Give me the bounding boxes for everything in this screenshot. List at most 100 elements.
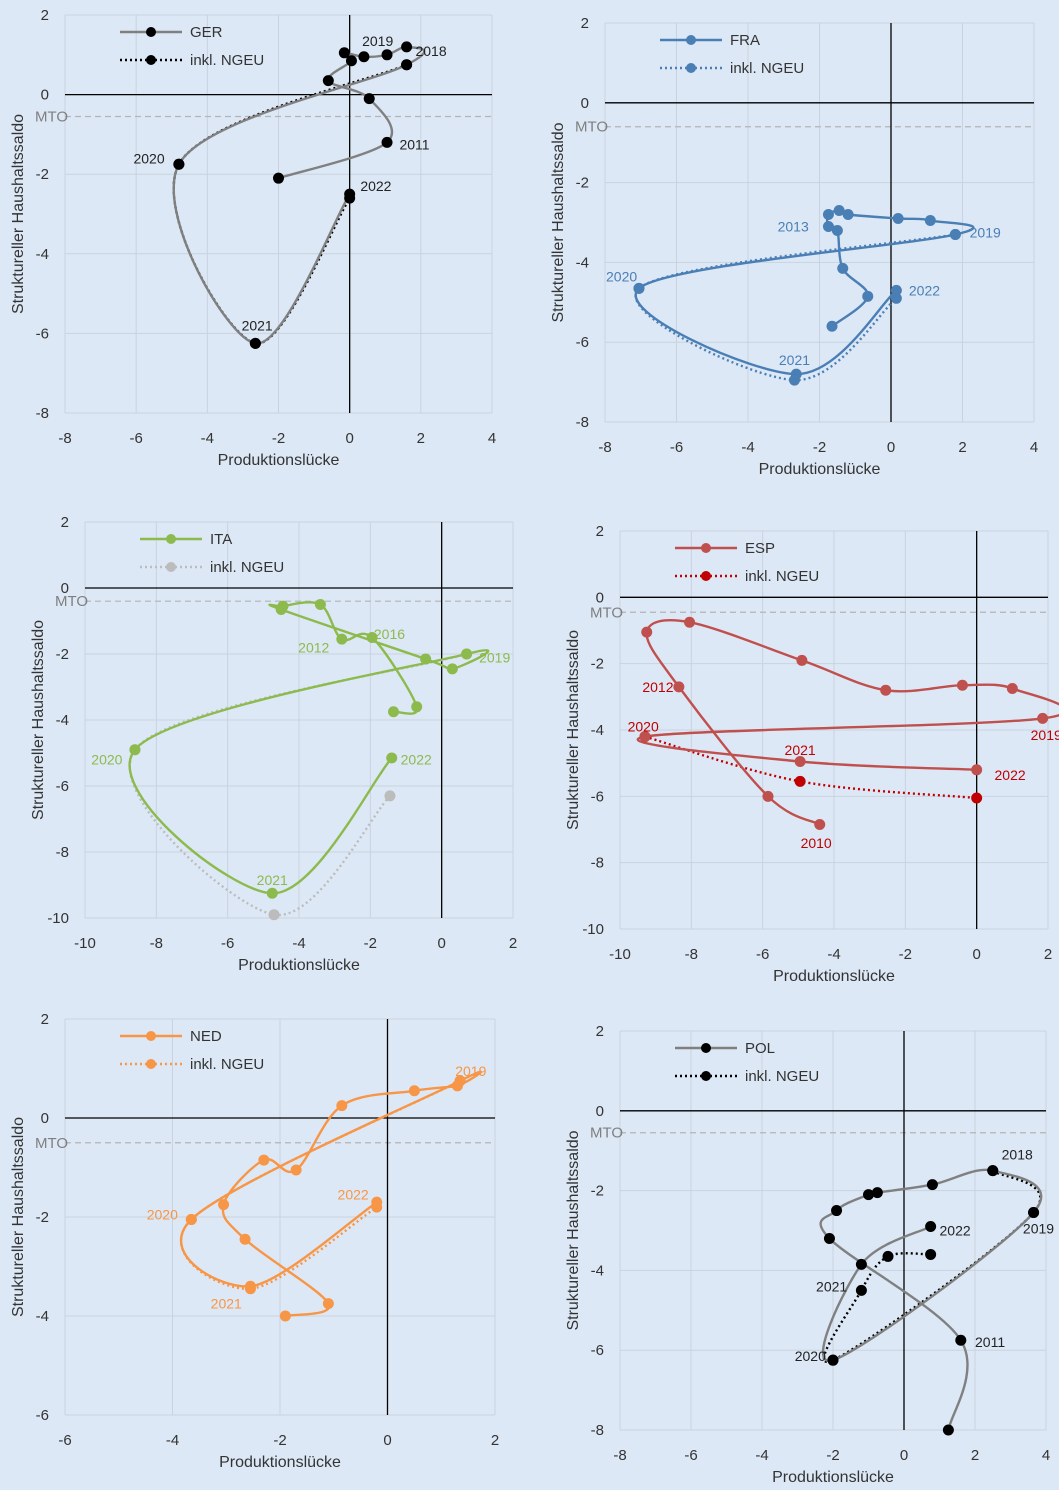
x-tick-label: -8 bbox=[598, 439, 611, 456]
x-tick-label: -6 bbox=[58, 1432, 71, 1449]
legend-marker-main bbox=[701, 543, 711, 553]
data-point-main bbox=[273, 172, 284, 184]
year-label: 2011 bbox=[975, 1334, 1005, 1350]
x-tick-label: -10 bbox=[609, 946, 631, 963]
data-point-main bbox=[684, 616, 696, 628]
data-point-main bbox=[826, 320, 838, 332]
data-point-main bbox=[363, 93, 375, 105]
year-label: 2018 bbox=[1002, 1147, 1033, 1163]
x-tick-label: -4 bbox=[741, 439, 754, 456]
data-point-main bbox=[955, 1334, 967, 1346]
data-point-main bbox=[822, 209, 834, 221]
x-tick-label: -8 bbox=[613, 1447, 626, 1464]
data-point-main bbox=[925, 1221, 937, 1233]
year-label: 2022 bbox=[401, 752, 432, 768]
y-tick-label: -2 bbox=[56, 646, 69, 663]
x-tick-label: -2 bbox=[813, 439, 826, 456]
x-tick-label: -8 bbox=[58, 430, 71, 447]
year-label: 2012 bbox=[298, 639, 329, 655]
data-point-main bbox=[794, 756, 806, 768]
data-point-ngeu bbox=[890, 292, 902, 304]
y-tick-label: 0 bbox=[41, 87, 49, 104]
x-tick-label: 4 bbox=[1030, 439, 1038, 456]
series-line-ngeu bbox=[172, 63, 408, 345]
data-point-ngeu bbox=[384, 790, 396, 802]
legend-marker-main bbox=[686, 35, 696, 45]
data-point-main bbox=[358, 51, 370, 63]
y-tick-label: 0 bbox=[41, 1110, 49, 1127]
year-label: 2020 bbox=[606, 268, 637, 284]
data-point-main bbox=[831, 224, 843, 236]
data-point-main bbox=[837, 262, 849, 274]
data-point-main bbox=[822, 220, 834, 232]
year-label: 2011 bbox=[399, 136, 429, 152]
year-label: 2020 bbox=[628, 719, 659, 735]
year-label: 2022 bbox=[338, 1187, 369, 1203]
data-point-ngeu bbox=[925, 1248, 937, 1260]
data-point-main bbox=[275, 603, 287, 615]
data-point-main bbox=[987, 1165, 999, 1177]
data-point-main bbox=[314, 599, 326, 610]
y-tick-label: -4 bbox=[36, 246, 49, 263]
y-tick-label: -8 bbox=[56, 844, 69, 861]
y-tick-label: -8 bbox=[591, 855, 604, 872]
data-point-main bbox=[814, 819, 826, 831]
year-label: 2021 bbox=[785, 742, 816, 758]
y-tick-label: -2 bbox=[36, 1209, 49, 1226]
y-tick-label: 2 bbox=[581, 15, 589, 32]
mto-label: MTO bbox=[35, 1135, 68, 1152]
data-point-main bbox=[249, 337, 261, 349]
y-tick-label: 2 bbox=[596, 1023, 604, 1040]
data-point-main bbox=[239, 1233, 251, 1245]
data-point-main bbox=[855, 1258, 867, 1270]
mto-label: MTO bbox=[35, 108, 68, 125]
y-tick-label: 2 bbox=[596, 523, 604, 540]
chart-panel-ita: MTO -10 -8 -6 -4 -2 0 2 -10 -8 -6 -4 -2 0 2 Produktions… bbox=[30, 514, 517, 974]
year-label: 2021 bbox=[816, 1278, 847, 1294]
y-tick-label: -2 bbox=[591, 1183, 604, 1200]
year-label: 2020 bbox=[147, 1207, 178, 1223]
legend-marker-ngeu bbox=[146, 1059, 156, 1069]
data-point-main bbox=[790, 368, 802, 380]
year-label: 2020 bbox=[91, 752, 122, 768]
series-line-main bbox=[128, 601, 490, 895]
data-point-main bbox=[244, 1280, 256, 1292]
chart-panel-fra: MTO -8 -6 -4 -2 0 2 -8 -6 -4 -2 0 2 4 Produktionslücke… bbox=[550, 15, 1038, 478]
data-point-main bbox=[411, 701, 423, 713]
x-tick-label: 2 bbox=[509, 935, 517, 952]
y-tick-label: 0 bbox=[61, 580, 69, 597]
year-label: 2021 bbox=[257, 872, 288, 888]
year-label: 2019 bbox=[1031, 727, 1059, 743]
y-tick-label: -2 bbox=[576, 175, 589, 192]
x-tick-label: -6 bbox=[221, 935, 234, 952]
y-axis-title: Struktureller Haushaltssaldo bbox=[550, 122, 567, 322]
y-tick-label: -8 bbox=[576, 414, 589, 431]
data-point-main bbox=[371, 1196, 383, 1208]
data-point-main bbox=[890, 284, 902, 296]
data-point-main bbox=[322, 75, 334, 87]
y-tick-label: -4 bbox=[591, 1262, 604, 1279]
legend-marker-main bbox=[701, 1043, 711, 1053]
y-axis-title: Struktureller Haushaltssaldo bbox=[10, 114, 27, 314]
x-tick-label: 0 bbox=[972, 946, 980, 963]
x-tick-label: 2 bbox=[491, 1432, 499, 1449]
year-label: 2012 bbox=[642, 679, 673, 695]
year-label: 2022 bbox=[940, 1223, 971, 1239]
legend-marker-ngeu bbox=[686, 63, 696, 73]
data-point-main bbox=[1037, 712, 1049, 724]
x-tick-label: -8 bbox=[150, 935, 163, 952]
y-tick-label: -6 bbox=[36, 325, 49, 342]
y-tick-label: -2 bbox=[36, 166, 49, 183]
x-tick-label: -6 bbox=[670, 439, 683, 456]
year-label: 2019 bbox=[362, 33, 393, 49]
year-label: 2020 bbox=[795, 1348, 826, 1364]
legend-label-main: ESP bbox=[745, 540, 775, 557]
x-tick-label: -10 bbox=[74, 935, 96, 952]
y-tick-label: -4 bbox=[36, 1308, 49, 1325]
year-label: 2019 bbox=[479, 649, 510, 665]
year-label: 2021 bbox=[779, 352, 810, 368]
data-point-main bbox=[461, 648, 473, 660]
x-axis-title: Produktionslücke bbox=[773, 968, 895, 985]
x-axis-title: Produktionslücke bbox=[759, 461, 881, 478]
